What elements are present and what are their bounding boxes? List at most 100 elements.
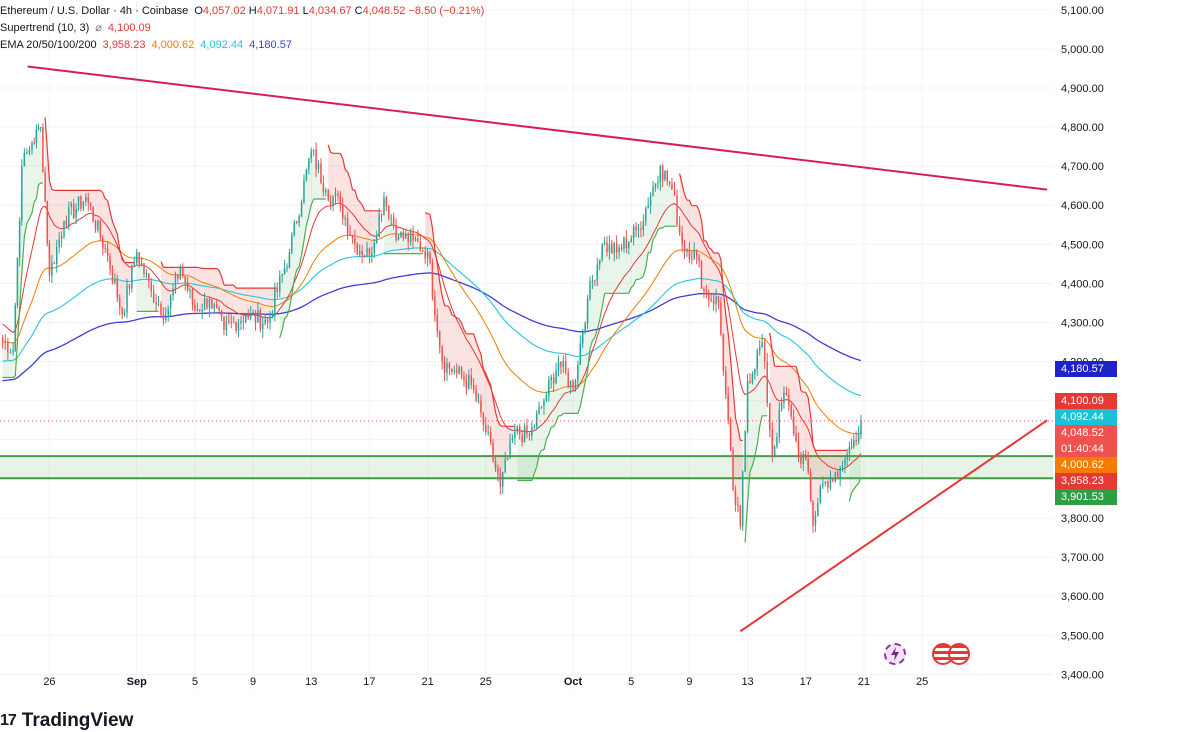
candle xyxy=(584,321,586,334)
candle-body xyxy=(245,314,247,323)
candle xyxy=(640,221,642,238)
price-tick-label: 5,000.00 xyxy=(1061,44,1104,56)
candle-body xyxy=(225,321,228,331)
candle xyxy=(375,230,378,244)
candle-body xyxy=(89,202,92,208)
candle xyxy=(94,219,97,233)
supertrend-row: Supertrend (10, 3) ⌀ 4,100.09 xyxy=(0,20,484,37)
candle-body xyxy=(647,205,649,209)
candle-body xyxy=(206,298,208,309)
candle-body xyxy=(824,481,827,484)
candle xyxy=(245,312,247,324)
candle xyxy=(596,257,599,286)
candle xyxy=(63,220,65,239)
candle xyxy=(322,175,325,197)
candle-body xyxy=(53,263,56,265)
candle xyxy=(206,298,208,310)
candle-body xyxy=(703,288,705,292)
candle-body xyxy=(516,426,519,432)
candle-body xyxy=(12,349,14,353)
candle-body xyxy=(400,232,402,237)
candle-body xyxy=(489,431,492,443)
ema50-line xyxy=(2,233,862,435)
candle-body xyxy=(591,280,594,282)
candle-body xyxy=(48,243,51,276)
candle xyxy=(109,252,111,276)
candle xyxy=(715,288,717,313)
candle xyxy=(771,422,774,462)
candle xyxy=(606,236,608,257)
price-tag: 3,958.23 xyxy=(1055,473,1117,489)
support-trendline[interactable] xyxy=(739,419,1048,633)
candle-body xyxy=(23,152,26,167)
candle xyxy=(623,235,625,253)
candle xyxy=(482,412,485,432)
candle-body xyxy=(70,203,73,208)
candle-body xyxy=(480,400,482,413)
candle xyxy=(458,364,460,375)
candle-body xyxy=(368,248,371,257)
candle-body xyxy=(548,380,550,396)
candle xyxy=(446,357,448,381)
candle xyxy=(68,201,70,231)
candle xyxy=(751,371,754,385)
candle xyxy=(540,406,543,409)
high-value: 4,071.91 xyxy=(256,5,300,17)
candle-body xyxy=(116,280,119,299)
candle xyxy=(133,256,136,267)
symbol-title[interactable]: Ethereum / U.S. Dollar · 4h · Coinbase xyxy=(0,5,189,17)
candle xyxy=(501,471,504,494)
candle xyxy=(817,497,819,517)
candle-body xyxy=(852,439,855,447)
candle xyxy=(642,214,645,237)
candle-body xyxy=(451,368,453,372)
candle-body xyxy=(758,346,761,351)
low-label: L xyxy=(302,5,309,17)
candle-body xyxy=(744,431,746,472)
candle xyxy=(28,146,31,156)
candle xyxy=(521,429,523,447)
supertrend-label[interactable]: Supertrend (10, 3) xyxy=(0,22,90,34)
price-chart[interactable]: 5,100.00 5,000.00 4,900.00 4,800.00 4,700.00… xyxy=(0,0,1200,706)
candle-body xyxy=(463,376,465,381)
time-tick-label: 17 xyxy=(800,676,812,688)
candle xyxy=(230,314,233,329)
candle-body xyxy=(797,440,800,456)
candle-body xyxy=(817,502,819,517)
candle xyxy=(734,485,737,512)
candle xyxy=(242,312,245,330)
time-tick-label: 25 xyxy=(480,676,492,688)
candle-body xyxy=(795,433,797,441)
price-axis[interactable]: 5,100.00 5,000.00 4,900.00 4,800.00 4,700.00… xyxy=(1053,0,1200,706)
tradingview-logo[interactable]: 17 TradingView xyxy=(0,710,133,732)
candle-body xyxy=(203,298,206,311)
candle xyxy=(468,369,470,390)
candle xyxy=(628,240,630,255)
candle-body xyxy=(288,252,291,268)
candle xyxy=(7,337,9,361)
candle-body xyxy=(211,299,213,309)
candle-body xyxy=(274,289,276,315)
resistance-trendline[interactable] xyxy=(27,65,1048,191)
us-flag-event-icon[interactable] xyxy=(948,643,970,665)
ema50-value: 4,000.62 xyxy=(151,39,195,51)
candle-body xyxy=(63,220,65,237)
candle xyxy=(795,425,797,443)
candle xyxy=(766,352,768,408)
candle-body xyxy=(257,310,259,323)
time-tick-label: 21 xyxy=(421,676,433,688)
ema-label[interactable]: EMA 20/50/100/200 xyxy=(0,39,97,51)
price-tag: 4,180.57 xyxy=(1055,361,1117,377)
candle-body xyxy=(652,186,654,196)
candle-body xyxy=(739,505,742,526)
candle-body xyxy=(72,203,75,218)
candle-body xyxy=(58,239,60,248)
candle xyxy=(143,262,145,278)
candle xyxy=(426,248,429,267)
candle-body xyxy=(344,218,346,220)
candle xyxy=(683,239,686,259)
candle xyxy=(48,239,51,282)
lightning-event-icon[interactable] xyxy=(884,643,906,665)
candle-body xyxy=(388,205,390,219)
time-axis[interactable]: 2226Sep5913172125Oct5913172125 xyxy=(0,676,928,688)
